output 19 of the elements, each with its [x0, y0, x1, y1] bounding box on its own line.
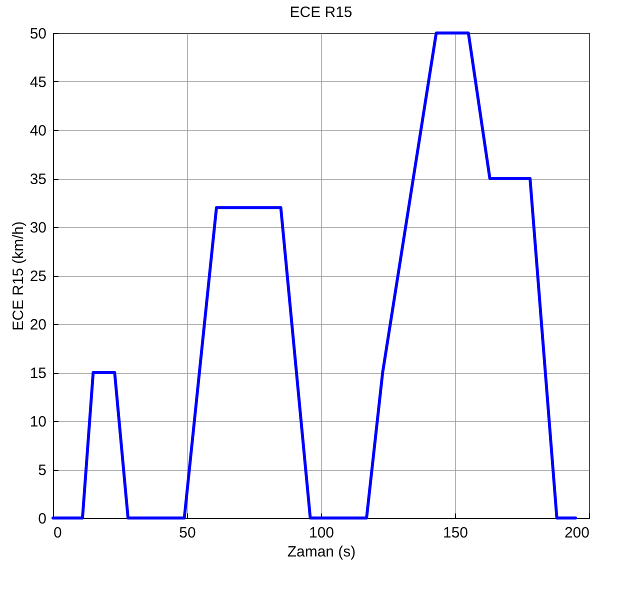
y-tick-label: 10 [30, 414, 46, 430]
y-tick-label: 50 [30, 26, 46, 42]
x-tick-label: 50 [179, 524, 196, 542]
x-tick-label: 150 [442, 524, 468, 542]
x-tick-label: 100 [308, 524, 334, 542]
y-axis-title: ECE R15 (km/h) [10, 221, 27, 331]
y-tick-label: 35 [30, 171, 46, 188]
x-tick-label: 200 [564, 524, 590, 542]
y-tick-label: 45 [30, 74, 46, 91]
y-tick-label: 20 [30, 316, 46, 334]
x-tick-label: 0 [54, 524, 62, 542]
y-tick-label: 25 [30, 268, 46, 285]
y-tick-label: 40 [30, 122, 46, 140]
x-axis-title: Zaman (s) [287, 544, 356, 560]
y-tick-label: 30 [30, 220, 46, 236]
chart-title: ECE R15 [290, 4, 352, 21]
y-tick-label: 5 [38, 462, 46, 479]
y-tick-label: 0 [38, 510, 46, 528]
y-tick-label: 15 [30, 365, 46, 382]
